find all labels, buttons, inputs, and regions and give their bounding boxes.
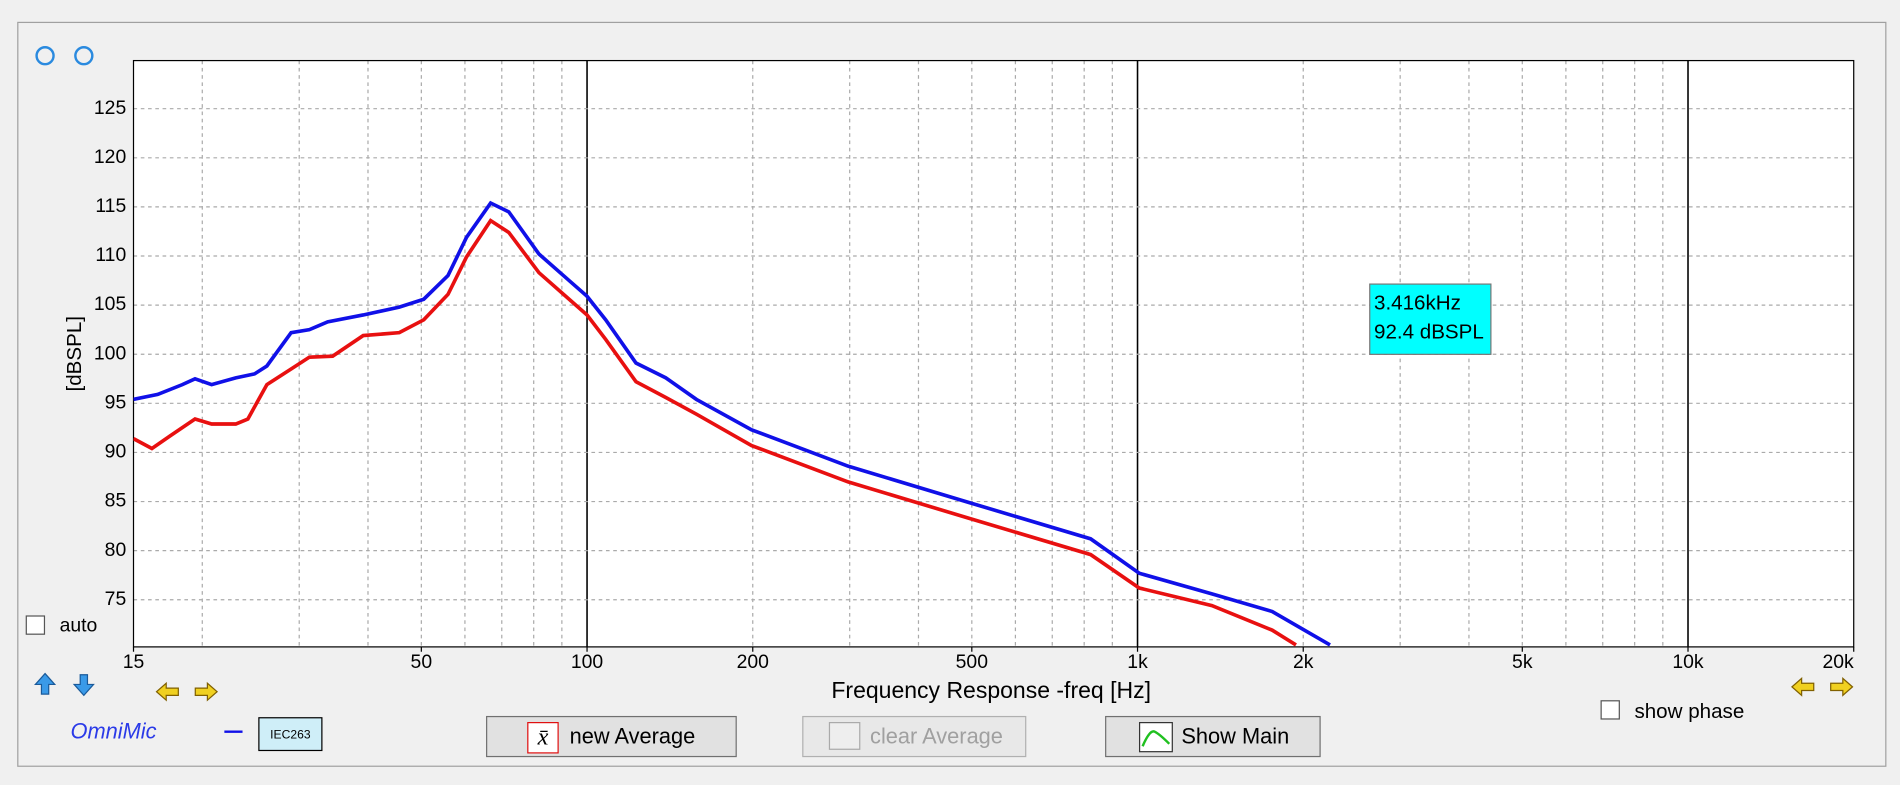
y-axis-label: [dBSPL] [63, 316, 86, 392]
y-tick-label: 75 [105, 588, 127, 610]
clear-average-label: clear Average [870, 724, 1003, 749]
cal-label: IEC263 [270, 728, 311, 742]
cal-button[interactable] [258, 717, 323, 752]
x-tick-label: 2k [1293, 651, 1314, 673]
show-phase-checkbox[interactable] [1600, 700, 1620, 720]
auto-label: auto [60, 614, 98, 636]
new-average-button[interactable]: x̄ [486, 715, 737, 758]
plot-layer: 75 80 85 90 95 100 105 110 115 120 125 15 50 100 200 50… [63, 59, 1855, 703]
x-tick-label: 5k [1512, 651, 1533, 673]
x-axis-label: Frequency Response -freq [Hz] [831, 677, 1151, 703]
x-scroll-arrows-left[interactable] [155, 677, 1854, 702]
x-tick-label: 15 [123, 651, 145, 673]
clear-average-button[interactable] [802, 715, 1027, 758]
y-tick-label: 100 [94, 342, 127, 364]
x-tick-label: 1k [1127, 651, 1148, 673]
y-tick-label: 80 [105, 539, 127, 561]
series-line [133, 200, 1331, 647]
svg-text:x̄: x̄ [537, 724, 549, 751]
plot-border [132, 59, 1855, 648]
y-tick-label: 115 [95, 195, 126, 217]
auto-checkbox[interactable] [25, 615, 46, 635]
cursor-readout-box [1369, 283, 1492, 355]
zoom-icons[interactable] [35, 46, 94, 66]
x-tick-label: 200 [737, 651, 770, 673]
x-tick-label: 500 [956, 651, 989, 673]
y-tick-label: 125 [94, 97, 126, 119]
y-tick-label: 105 [94, 293, 126, 315]
cursor-readout: 92.4 dBSPL [1374, 321, 1484, 344]
y-tick-label: 95 [105, 391, 127, 413]
y-tick-label: 85 [105, 490, 127, 512]
new-average-label: new Average [570, 724, 696, 749]
show-main-button[interactable] [1105, 715, 1321, 758]
show-main-label: Show Main [1181, 724, 1289, 749]
y-scroll-arrows[interactable] [34, 672, 95, 697]
panel-frame [17, 21, 1887, 767]
x-tick-label: 20k [1822, 651, 1854, 673]
y-tick-label: 110 [95, 244, 126, 266]
x-tick-label: 50 [411, 651, 433, 673]
x-tick-label: 100 [571, 651, 604, 673]
series-line [133, 218, 1297, 647]
show-phase-label: show phase [1634, 700, 1744, 723]
x-tick-label: 10k [1672, 651, 1704, 673]
y-tick-label: 90 [105, 441, 127, 463]
mic-name: OmniMic [71, 719, 157, 744]
y-tick-label: 120 [94, 146, 127, 168]
cursor-readout: 3.416kHz [1374, 292, 1461, 315]
